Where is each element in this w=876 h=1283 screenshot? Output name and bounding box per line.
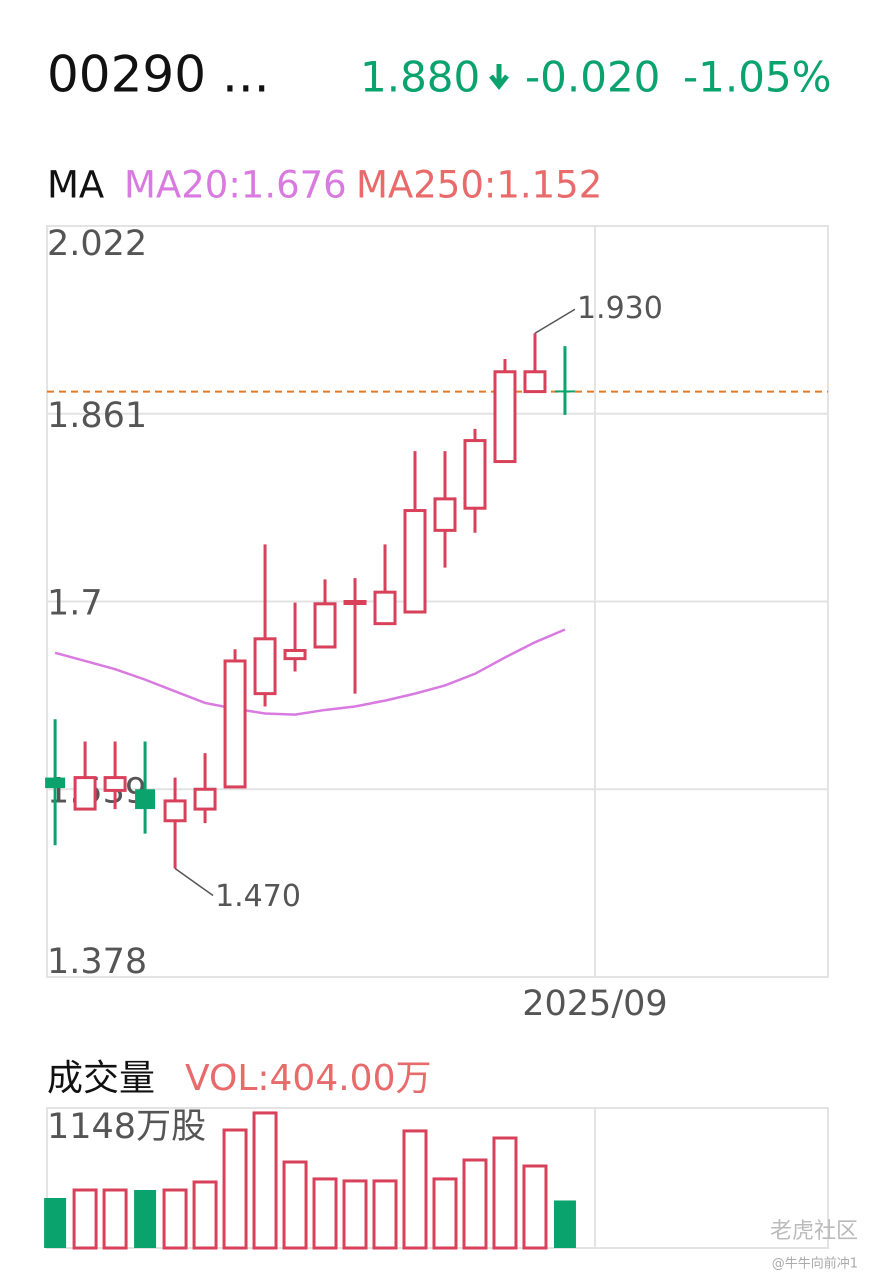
annotation-leader [534,308,576,334]
volume-bar [402,1129,428,1250]
volume-bar [72,1188,98,1250]
change-pct: -1.05% [683,53,832,102]
down-arrow [489,64,509,91]
y-tick-label: 1.378 [47,942,147,982]
candle-body [163,799,187,823]
candle-body [313,602,337,649]
candle-body [343,600,367,605]
volume-bar [134,1190,157,1248]
y-tick-label: 1.7 [47,584,103,624]
annotation: 1.470 [215,879,301,914]
volume-panel: 1148万股 [44,1107,596,1250]
volume-value: VOL:404.00万 [185,1058,431,1099]
x-tick-label: 2025/09 [522,984,667,1024]
volume-bar [372,1179,398,1250]
volume-bar [162,1188,188,1250]
annotation-leader [174,867,214,897]
candle-body [103,776,127,792]
volume-bar [342,1179,368,1250]
y-tick-label: 1148万股 [47,1107,206,1147]
legend-entry: MA20:1.676 [124,164,347,207]
stock-name: 00290 ... [47,46,270,104]
candle-body [373,590,397,626]
change: -0.020 [525,53,660,102]
candle-body [493,370,517,464]
candle-body [523,370,547,394]
legend-title: MA [47,164,104,207]
volume-bar [312,1177,338,1250]
volume-bar [222,1128,248,1250]
legend-entry: MA250:1.152 [356,164,602,207]
candle-body [45,777,66,789]
candle-body [463,439,487,510]
candle-body [223,659,247,789]
volume-bar [252,1111,278,1250]
annotation: 1.930 [577,291,663,326]
y-tick-label: 2.022 [47,224,147,264]
price-panel: 2.022 1.861 1.7 1.539 1.378 2025/09 1.930 1.470 [45,224,828,1024]
watermark-brand: 老虎社区 [770,1219,858,1244]
candle-body [554,390,575,393]
volume-bar [522,1164,548,1250]
volume-bar [282,1160,308,1250]
candle-body [193,787,217,811]
volume-title: 成交量 [47,1058,155,1099]
volume-bar [462,1158,488,1250]
volume-bar [44,1198,67,1248]
candle-body [433,497,457,532]
volume-bar [192,1180,218,1250]
volume-bar [492,1136,518,1250]
y-tick-label: 1.861 [47,396,147,436]
volume-bar [432,1177,458,1250]
candle-body [283,648,307,661]
candle-body [403,509,427,614]
volume-bar [553,1200,576,1248]
candle-body [73,776,97,811]
candle-body [135,789,156,810]
candle-body [253,637,277,696]
ma-line [54,628,566,716]
volume-bar [102,1188,128,1250]
y-tick-label: 1.539 [47,771,147,811]
watermark-user: @牛牛向前冲1 [772,1256,858,1272]
price: 1.880 [360,53,480,102]
